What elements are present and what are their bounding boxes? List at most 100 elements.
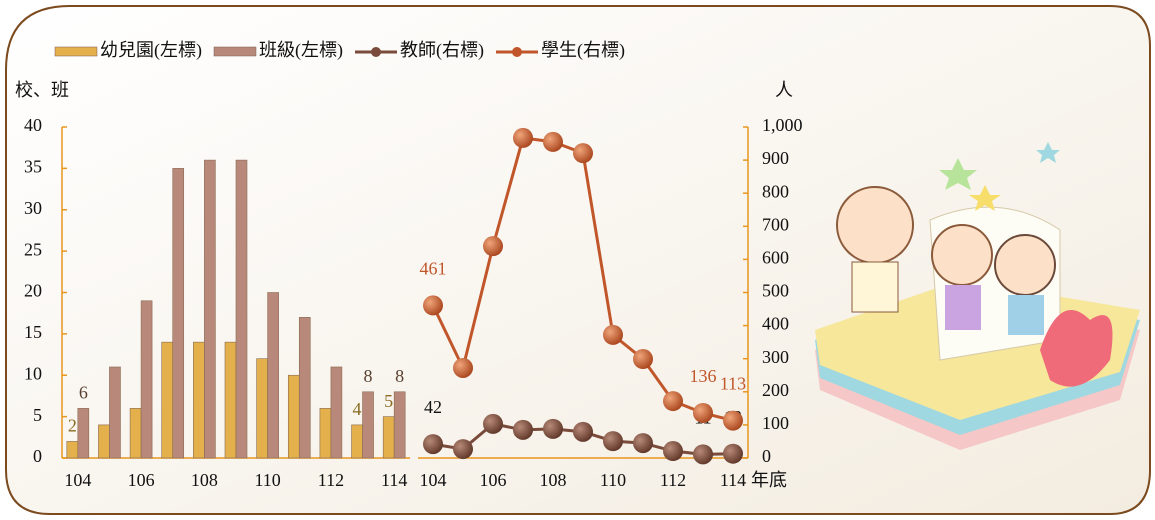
y-tick-label: 500	[762, 281, 789, 301]
y-tick-label: 5	[33, 405, 42, 425]
point	[603, 431, 623, 452]
x-tick-label: 112	[318, 470, 344, 490]
x-tick-label: 108	[191, 470, 218, 490]
point	[693, 444, 713, 465]
y-axis-title: 校、班	[15, 80, 69, 100]
legend-swatch	[371, 47, 381, 57]
y-tick-label: 30	[24, 198, 42, 218]
bar	[109, 366, 121, 459]
x-tick-label: 104	[420, 470, 447, 490]
y-tick-label: 100	[762, 413, 789, 433]
bar	[235, 159, 248, 459]
x-tick-label: 108	[540, 470, 567, 490]
bar	[140, 300, 153, 459]
point	[453, 439, 473, 460]
y-tick-label: 400	[762, 314, 789, 334]
legend-label: 學生(右標)	[541, 40, 625, 61]
x-tick-label: 112	[660, 470, 686, 490]
y-tick-label: 600	[762, 248, 789, 268]
bar	[287, 374, 300, 459]
data-label: 461	[420, 259, 447, 279]
y-tick-label: 35	[24, 157, 42, 177]
point	[573, 143, 593, 164]
bar	[77, 408, 90, 459]
x-tick-label: 106	[128, 470, 155, 490]
y2-axis-title: 人	[775, 80, 793, 100]
y-tick-label: 10	[24, 363, 42, 383]
x-tick-label: 114	[381, 470, 407, 490]
point	[543, 131, 563, 152]
point	[663, 391, 683, 412]
point	[633, 433, 653, 454]
x-tick-label: 106	[480, 470, 507, 490]
y-tick-label: 700	[762, 214, 789, 234]
point	[723, 410, 743, 431]
point	[543, 418, 563, 439]
y-tick-label: 300	[762, 347, 789, 367]
y-tick-label: 40	[24, 115, 42, 135]
point	[663, 441, 683, 462]
data-label: 2	[68, 416, 77, 436]
point	[513, 419, 533, 440]
point	[483, 413, 503, 434]
y-tick-label: 20	[24, 281, 42, 301]
x-tick-label: 110	[600, 470, 626, 490]
y-tick-label: 800	[762, 181, 789, 201]
bar	[193, 341, 205, 459]
illustration	[815, 142, 1140, 450]
legend-swatch	[512, 47, 522, 57]
x-tick-label: 114	[720, 470, 746, 490]
point	[513, 127, 533, 148]
data-label: 6	[79, 382, 88, 402]
bar	[256, 358, 268, 459]
bar	[298, 317, 311, 459]
y-tick-label: 200	[762, 380, 789, 400]
bar	[393, 391, 406, 459]
legend-swatch	[54, 46, 98, 57]
y-tick-label: 1,000	[762, 115, 803, 135]
bar	[267, 292, 279, 459]
x-tick-label: 110	[254, 470, 280, 490]
bar	[204, 159, 216, 459]
point	[693, 402, 713, 423]
bar	[98, 424, 110, 459]
data-label: 8	[395, 366, 404, 386]
data-label: 5	[384, 391, 393, 411]
x-axis-title: 年底	[751, 470, 787, 490]
data-label: 136	[690, 366, 717, 386]
point	[453, 357, 473, 378]
y-tick-label: 0	[762, 446, 771, 466]
point	[483, 236, 503, 257]
legend-swatch	[213, 46, 257, 57]
point	[573, 421, 593, 442]
point	[633, 349, 653, 370]
bar	[66, 441, 79, 459]
bar	[362, 391, 374, 459]
y-tick-label: 15	[24, 322, 42, 342]
x-tick-label: 104	[64, 470, 91, 490]
bar	[224, 341, 237, 459]
data-label: 8	[364, 366, 373, 386]
bar	[330, 366, 343, 459]
legend-label: 教師(右標)	[400, 40, 484, 61]
bar	[129, 408, 142, 459]
legend-label: 班級(左標)	[259, 40, 343, 61]
bar	[351, 424, 363, 459]
y-tick-label: 0	[33, 446, 42, 466]
bar	[172, 168, 185, 459]
point	[423, 295, 443, 316]
data-label: 113	[720, 374, 746, 394]
bar	[161, 341, 174, 459]
bar	[319, 408, 332, 459]
data-label: 42	[424, 397, 442, 417]
point	[423, 434, 443, 455]
y-tick-label: 25	[24, 239, 42, 259]
legend-label: 幼兒園(左標)	[100, 40, 202, 61]
point	[723, 443, 743, 464]
bar	[382, 416, 395, 459]
point	[603, 324, 623, 345]
data-label: 4	[353, 399, 362, 419]
y-tick-label: 900	[762, 148, 789, 168]
